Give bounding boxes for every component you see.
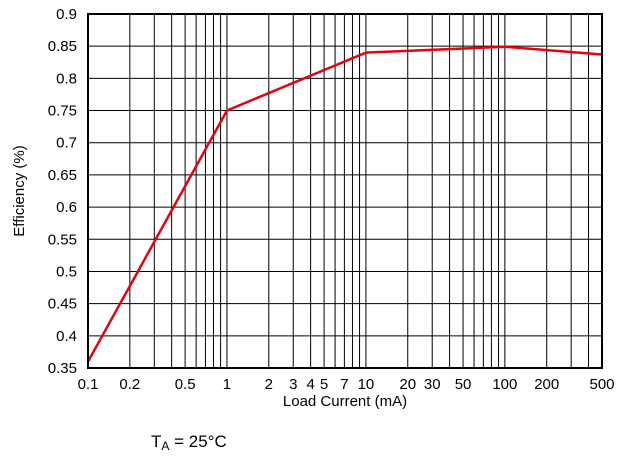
x-tick-label: 200: [534, 376, 559, 393]
y-tick-label: 0.9: [56, 6, 77, 23]
x-tick-label: 0.1: [78, 376, 99, 393]
y-tick-label: 0.35: [48, 360, 77, 377]
x-tick-label: 20: [399, 376, 416, 393]
x-tick-label: 0.5: [175, 376, 196, 393]
x-tick-label: 3: [289, 376, 297, 393]
x-tick-label: 30: [424, 376, 441, 393]
efficiency-series-line: [86, 45, 603, 363]
y-tick-label: 0.8: [56, 70, 77, 87]
annotation-text: = 25°C: [169, 432, 227, 451]
x-tick-label: 500: [589, 376, 614, 393]
x-tick-label: 50: [455, 376, 472, 393]
y-tick-label: 0.75: [48, 103, 77, 120]
y-tick-label: 0.85: [48, 38, 77, 55]
series-layer: [86, 45, 603, 363]
x-axis-title: Load Current (mA): [283, 393, 407, 410]
x-tick-label: 10: [358, 376, 375, 393]
y-tick-label: 0.55: [48, 231, 77, 248]
y-tick-label: 0.7: [56, 135, 77, 152]
x-tick-label: 4: [306, 376, 314, 393]
y-tick-label: 0.45: [48, 296, 77, 313]
plot-frame: [87, 13, 603, 369]
temperature-annotation: TA = 25°C: [151, 432, 227, 453]
y-tick-label: 0.6: [56, 199, 77, 216]
annotation-subscript: A: [161, 439, 170, 453]
x-tick-label: 5: [320, 376, 328, 393]
x-tick-label: 1: [223, 376, 231, 393]
grid: [88, 14, 602, 368]
x-tick-label: 0.2: [119, 376, 140, 393]
x-tick-label: 100: [492, 376, 517, 393]
x-tick-label: 2: [265, 376, 273, 393]
y-tick-label: 0.65: [48, 167, 77, 184]
tick-labels: 0.350.40.450.50.550.60.650.70.750.80.850…: [48, 6, 615, 393]
y-axis-title: Efficiency (%): [11, 145, 28, 236]
annotation-symbol: T: [151, 432, 162, 451]
y-tick-label: 0.4: [56, 328, 77, 345]
y-tick-label: 0.5: [56, 263, 77, 280]
x-tick-label: 7: [340, 376, 348, 393]
